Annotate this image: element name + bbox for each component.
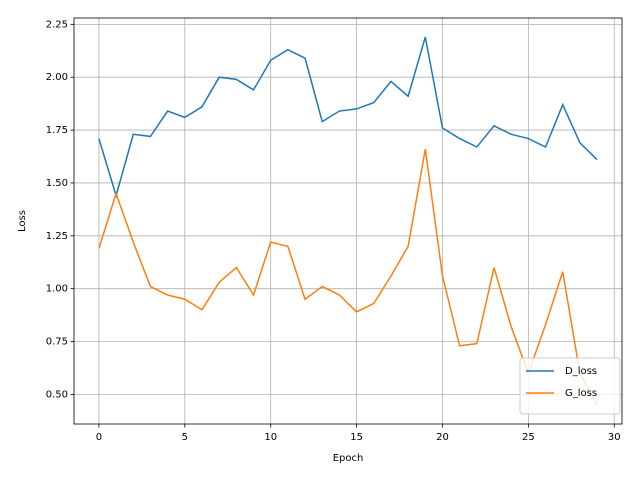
legend-box xyxy=(519,357,621,415)
x-tick-label: 30 xyxy=(608,432,621,443)
y-tick-label: 1.50 xyxy=(46,178,68,189)
x-tick-label: 10 xyxy=(264,432,277,443)
x-tick-label: 0 xyxy=(96,432,102,443)
legend-label: D_loss xyxy=(565,366,597,377)
y-tick-label: 0.50 xyxy=(46,389,68,400)
y-tick-label: 0.75 xyxy=(46,337,68,348)
y-tick-label: 2.00 xyxy=(46,72,68,83)
x-tick-label: 15 xyxy=(350,432,363,443)
y-tick-label: 1.00 xyxy=(46,284,68,295)
x-tick-label: 5 xyxy=(182,432,188,443)
y-tick-label: 1.75 xyxy=(46,125,68,136)
y-axis-label: Loss xyxy=(17,210,28,232)
data-line xyxy=(98,148,598,406)
x-tick-label: 20 xyxy=(436,432,449,443)
plot-frame xyxy=(73,17,623,425)
data-line xyxy=(98,36,598,199)
x-tick-label: 25 xyxy=(522,432,535,443)
x-axis-label: Epoch xyxy=(333,453,364,464)
y-tick-label: 1.25 xyxy=(46,231,68,242)
y-tick-label: 2.25 xyxy=(46,19,68,30)
legend-label: G_loss xyxy=(565,388,597,399)
